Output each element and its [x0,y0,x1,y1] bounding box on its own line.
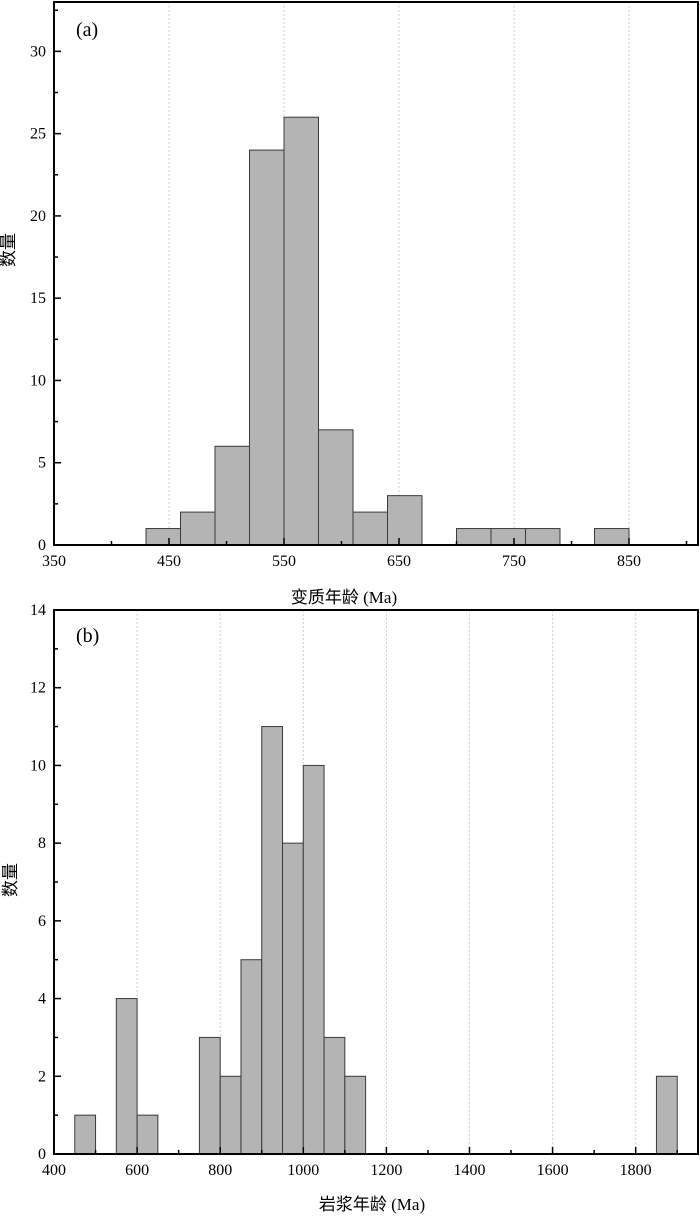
panel-b-bars [74,726,678,1155]
panel-a-x-tick-label: 850 [617,553,641,570]
panel-b-y-tick-label: 6 [38,913,46,930]
panel-a-bar-2 [214,445,250,546]
panel-b-bar-1 [115,998,138,1155]
panel-b-bar-2 [136,1114,159,1155]
panel-a-bar-8 [456,528,492,546]
panel-a-y-tick-label: 15 [30,290,46,307]
panel-b-bar-11 [655,1075,678,1155]
panel-a-x-tick-label: 550 [272,553,296,570]
panel-a-x-axis-title: 变质年龄 (Ma) [291,588,397,607]
panel-b-x-axis-title: 岩浆年龄 (Ma) [319,1195,425,1214]
panel-a-bar-4 [283,116,319,546]
panel-a-y-tick-label: 25 [30,126,46,143]
panel-b-bar-4 [219,1075,242,1155]
panel-b-y-tick-label: 8 [38,835,46,852]
panel-b-bar-7 [282,842,304,1155]
panel-a-y-axis-title: 数量 [0,233,18,267]
panel-b-ticks [53,609,678,1155]
panel-a-ticks [53,9,688,546]
panel-a-y-tick-label: 5 [38,455,46,472]
panel-b-magmatic-age-histogram: 400 600 800 1000 1200 1400 1600 1800 0 2 4 6 8 10 12 14… [1,602,699,1214]
panel-b-y-tick-label: 10 [30,757,46,774]
panel-a-x-tick-label: 350 [42,553,66,570]
panel-b-bar-6 [261,726,284,1155]
panel-b-x-tick-label: 1400 [453,1162,485,1179]
panel-b-x-tick-label: 1200 [370,1162,402,1179]
panel-b-y-tick-label: 2 [38,1068,46,1085]
panel-b-tick-labels: 400 600 800 1000 1200 1400 1600 1800 0 2 4 6 8 10 12 14 [30,602,652,1179]
panel-a-bar-10 [525,528,561,546]
panel-b-x-tick-label: 600 [125,1162,149,1179]
panel-b-y-tick-label: 4 [38,991,46,1008]
panel-b-y-tick-label: 12 [30,680,46,697]
panel-b-bar-9 [323,1036,346,1155]
panel-a-bar-0 [145,528,181,546]
panel-a-x-tick-label: 750 [502,553,526,570]
panel-b-bar-8 [302,764,325,1155]
panel-a-bar-6 [352,511,388,546]
panel-b-y-tick-label: 0 [38,1146,46,1163]
panel-a-y-tick-label: 0 [38,537,46,554]
panel-a-x-tick-label: 650 [387,553,411,570]
panel-b-plot-frame [53,609,699,1155]
panel-b-x-tick-label: 1800 [620,1162,652,1179]
panel-b-label: (b) [76,625,99,647]
panel-a-bar-1 [180,511,216,546]
panel-b-x-tick-label: 1600 [537,1162,569,1179]
panel-a-bar-9 [490,528,526,546]
panel-b-bar-3 [198,1036,221,1155]
panel-b-y-tick-label: 14 [30,602,46,619]
panel-b-bar-0 [74,1114,97,1155]
panel-b-bar-10 [344,1075,367,1155]
panel-b-x-tick-label: 400 [42,1162,66,1179]
panel-a-x-tick-label: 450 [157,553,181,570]
panel-a-tick-labels: 350 450 550 650 750 850 0 5 10 15 20 25 30 [30,43,641,570]
panel-a-bars [145,116,630,546]
panel-a-y-tick-label: 30 [30,43,46,60]
panel-b-y-axis-title: 数量 [1,863,20,897]
panel-a-plot-frame [53,1,699,546]
panel-a-metamorphic-age-histogram: 350 450 550 650 750 850 0 5 10 15 20 25 30 (a) 变质年龄 … [0,1,699,607]
panel-a-bar-11 [594,528,630,546]
panel-a-y-tick-label: 20 [30,208,46,225]
panel-a-bar-3 [249,149,285,546]
panel-a-label: (a) [76,19,98,41]
panel-a-y-tick-label: 10 [30,372,46,389]
panel-a-bar-5 [318,429,354,546]
panel-a-bar-7 [387,495,423,546]
panel-b-x-tick-label: 1000 [287,1162,319,1179]
panel-b-bar-5 [240,959,263,1155]
panel-b-x-tick-label: 800 [208,1162,232,1179]
